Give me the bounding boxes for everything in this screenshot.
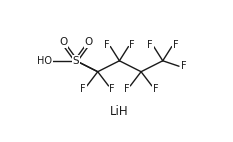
Text: LiH: LiH [110,105,129,118]
Text: O: O [85,37,93,47]
Text: S: S [73,56,79,66]
Text: F: F [173,40,178,50]
Text: F: F [129,40,135,50]
Text: F: F [104,40,110,50]
Text: O: O [59,37,68,47]
Text: F: F [147,40,153,50]
Text: F: F [124,84,130,94]
Text: F: F [109,84,115,94]
Text: F: F [80,84,86,94]
Text: F: F [153,84,158,94]
Text: F: F [181,61,186,71]
Text: HO: HO [37,56,52,66]
